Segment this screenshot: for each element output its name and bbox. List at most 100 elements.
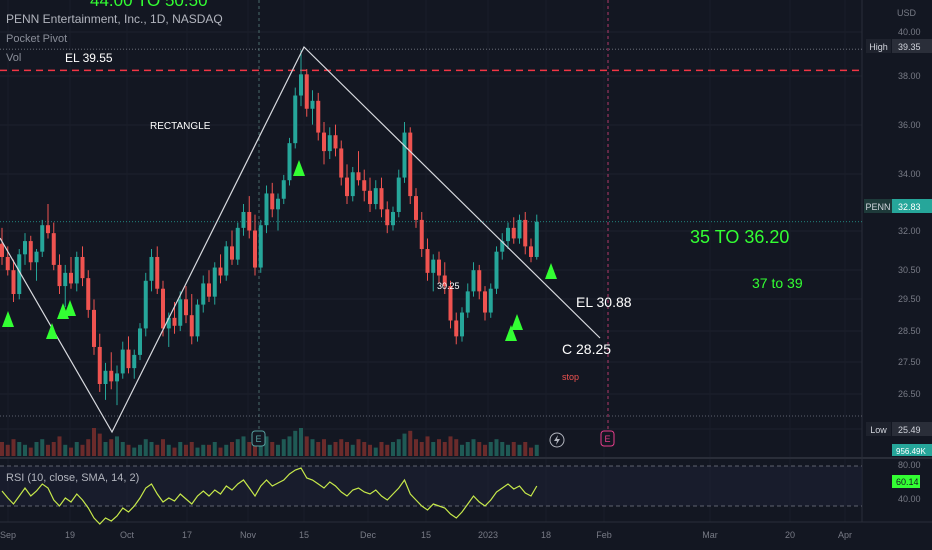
pocket-pivot-marker — [64, 300, 76, 316]
volume-bar — [293, 430, 298, 456]
volume-bar — [511, 442, 516, 456]
volume-bar — [74, 442, 79, 456]
svg-text:Low: Low — [870, 425, 887, 435]
pocket-pivot-markers — [2, 160, 557, 341]
candle-body — [281, 180, 286, 199]
time-tick: 20 — [785, 530, 795, 540]
candle-body — [534, 221, 539, 257]
candle-body — [74, 256, 79, 284]
volume-bar — [316, 442, 321, 456]
candle-body — [189, 315, 194, 337]
rsi-label[interactable]: RSI (10, close, SMA, 14, 2) — [6, 472, 139, 484]
candle-body — [488, 288, 493, 313]
time-tick: Apr — [838, 530, 852, 540]
volume-bar — [23, 444, 27, 456]
candle-body — [97, 346, 102, 385]
candle-body — [230, 246, 234, 260]
last-price-tag: PENN 32.83 — [864, 199, 932, 213]
volume-bar — [241, 436, 246, 456]
indicator-pocket-pivot[interactable]: Pocket Pivot — [6, 33, 67, 45]
candle-body — [28, 241, 33, 263]
grid — [0, 31, 862, 430]
volume-bar — [218, 447, 223, 456]
volume-bar — [103, 442, 108, 456]
price-tick: 38.00 — [898, 71, 921, 81]
candle-body — [379, 188, 384, 210]
volume-bar — [281, 439, 286, 456]
candle-body — [86, 278, 91, 310]
volume-bar — [46, 444, 50, 456]
symbol-title[interactable]: PENN Entertainment, Inc., 1D, NASDAQ — [6, 12, 223, 26]
candle-body — [442, 275, 447, 287]
price-tick: 32.00 — [898, 226, 921, 236]
volume-bar — [362, 442, 367, 456]
rsi-tick-40: 40.00 — [898, 494, 921, 504]
candle-body — [460, 312, 464, 337]
dividend-icon[interactable] — [549, 432, 565, 448]
volume-bar — [80, 444, 85, 456]
price-tick: 40.00 — [898, 27, 921, 37]
high-tag: High 39.35 — [866, 39, 932, 53]
candle-body — [69, 272, 73, 284]
volume-bar — [172, 447, 177, 456]
volume-bar — [379, 442, 384, 456]
volume-bar — [5, 444, 10, 456]
volume-bar — [385, 444, 390, 456]
candle-body — [0, 243, 4, 257]
candle-body — [235, 227, 240, 260]
volume-bar — [57, 436, 62, 456]
annotation-rectangle: RECTANGLE — [150, 121, 211, 132]
candle-body — [322, 132, 326, 152]
rsi-band — [0, 466, 862, 506]
price-tick: 29.50 — [898, 294, 921, 304]
indicator-vol[interactable]: Vol — [6, 52, 21, 64]
volume-bar — [270, 442, 275, 456]
volume-bar — [51, 442, 56, 456]
candle-body — [517, 219, 522, 239]
time-axis[interactable]: Sep 19 Oct 17 Nov 15 Dec 15 2023 18 Feb Mar 20 Apr — [0, 530, 852, 540]
price-tick: 34.00 — [898, 169, 921, 179]
candle-body — [368, 190, 372, 205]
volume-bar — [448, 436, 453, 456]
candle-body — [63, 272, 68, 287]
volume-bar — [534, 444, 539, 456]
volume-bar — [345, 442, 349, 456]
candle-body — [333, 135, 338, 149]
volume-bar — [97, 433, 102, 456]
volume-bar — [17, 442, 22, 456]
earnings-badge-feb[interactable]: E — [600, 430, 615, 447]
candle-body — [276, 198, 280, 210]
volume-bar — [11, 439, 16, 456]
candle-body — [46, 225, 50, 234]
volume-bar — [419, 442, 424, 456]
candle-body — [373, 188, 378, 205]
earnings-badge-nov[interactable]: E — [251, 430, 266, 447]
volume-bar — [350, 444, 355, 456]
volume-bar — [494, 439, 499, 456]
candle-body — [109, 370, 114, 382]
volume-bar — [230, 442, 234, 456]
volume-bar — [253, 439, 257, 456]
time-tick: 19 — [65, 530, 75, 540]
volume-bar — [414, 439, 418, 456]
annotation-target-1: 35 TO 36.20 — [690, 227, 789, 247]
volume-bars — [0, 428, 539, 456]
time-tick: 17 — [182, 530, 192, 540]
volume-bar — [138, 444, 142, 456]
volume-bar — [34, 442, 39, 456]
volume-bar — [408, 430, 413, 456]
candle-body — [253, 230, 257, 268]
volume-bar — [287, 436, 292, 456]
rsi-line — [1, 467, 538, 525]
price-tick: 26.50 — [898, 389, 921, 399]
time-tick: Nov — [240, 530, 257, 540]
pocket-pivot-marker — [46, 323, 58, 339]
pocket-pivot-marker — [511, 314, 523, 330]
candle-body — [494, 251, 499, 289]
candle-body — [529, 246, 533, 257]
svg-text:High: High — [869, 42, 888, 52]
candle-body — [247, 211, 252, 231]
time-tick: 15 — [299, 530, 309, 540]
candle-body — [345, 177, 349, 197]
